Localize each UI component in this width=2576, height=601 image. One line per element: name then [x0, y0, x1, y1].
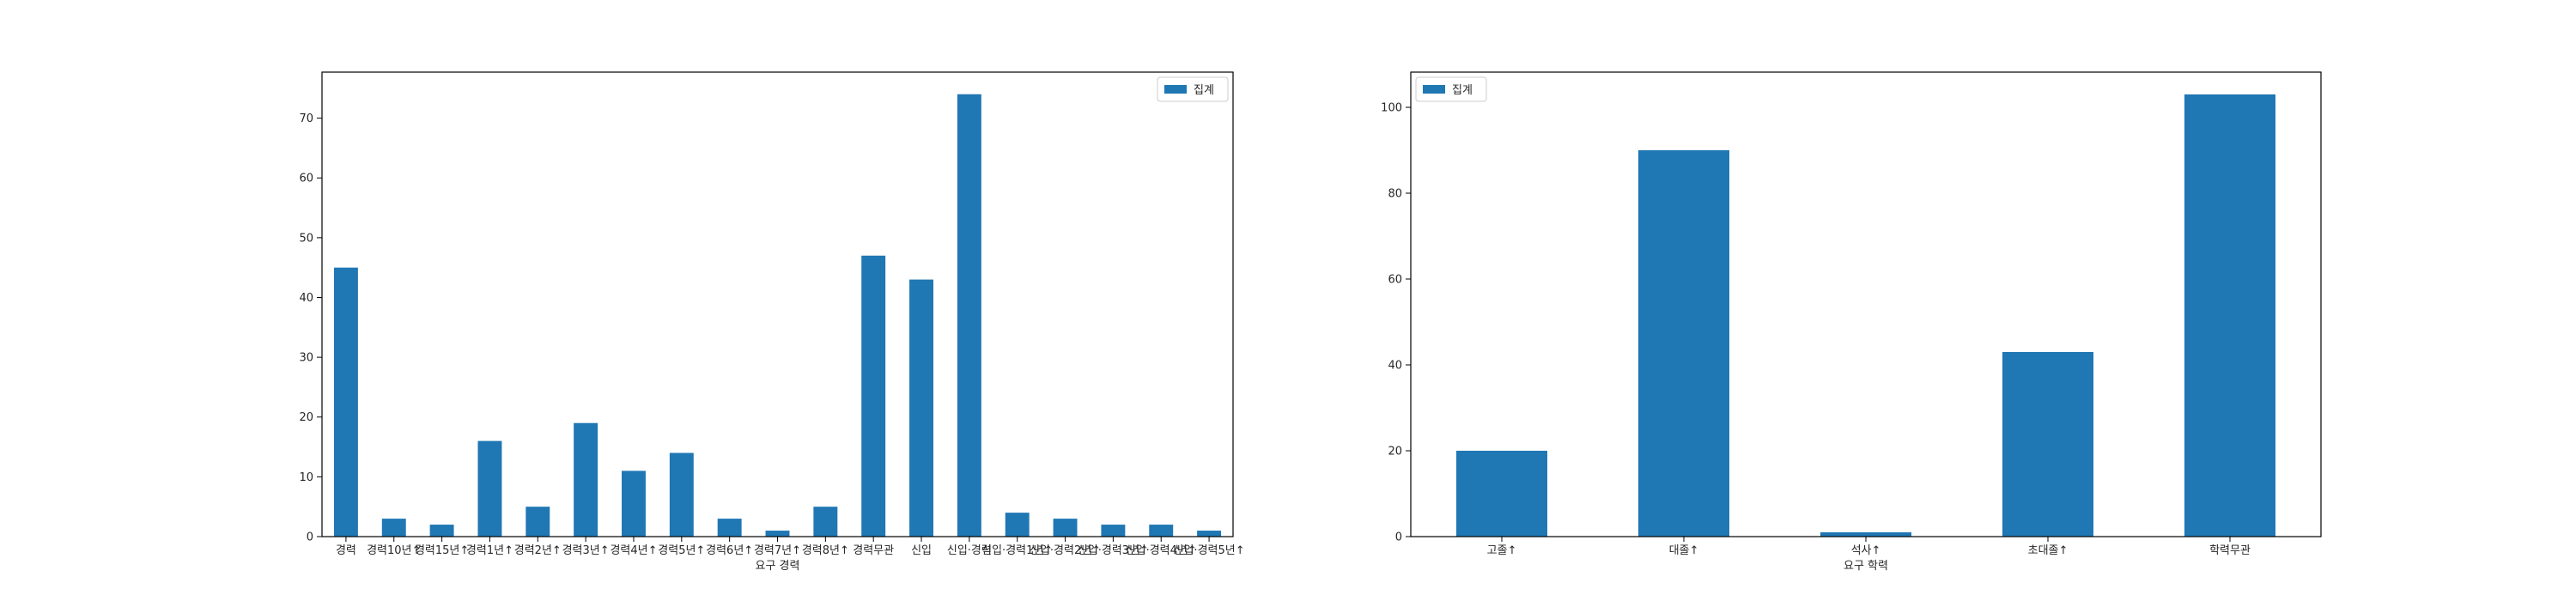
- bar: [333, 267, 358, 537]
- y-tick-label: 20: [299, 411, 313, 424]
- y-tick-label: 0: [1395, 531, 1402, 544]
- y-tick-label: 50: [299, 232, 313, 245]
- y-tick-label: 10: [299, 471, 313, 484]
- bar: [765, 531, 790, 537]
- x-tick-label: 경력4년↑: [610, 544, 657, 557]
- x-tick-label: 신입·경력: [947, 544, 992, 557]
- legend-swatch: [1164, 85, 1187, 94]
- x-axis-label: 요구 학력: [1844, 560, 1888, 573]
- x-axis-label: 요구 경력: [756, 560, 800, 573]
- legend-box: [1415, 76, 1487, 102]
- y-tick-label: 60: [1388, 274, 1402, 287]
- y-tick-label: 40: [1388, 360, 1402, 373]
- legend: 집계: [1157, 76, 1229, 102]
- legend-box: [1157, 76, 1229, 102]
- bar: [909, 279, 933, 537]
- bar: [1053, 519, 1078, 537]
- bar: [1005, 513, 1030, 537]
- y-tick-label: 80: [1388, 188, 1402, 201]
- x-tick-label: 경력3년↑: [562, 544, 610, 557]
- x-tick-label: 고졸↑: [1487, 544, 1517, 557]
- bar: [1101, 525, 1126, 537]
- bar: [477, 440, 502, 537]
- x-tick-label: 학력무관: [2209, 544, 2251, 557]
- legend-label: 집계: [1194, 84, 1214, 97]
- bar: [1149, 525, 1174, 537]
- bar: [1820, 532, 1911, 537]
- x-tick-label: 초대졸↑: [2028, 544, 2069, 557]
- x-tick-label: 신입·경력4년↑: [1126, 544, 1197, 557]
- y-tick-label: 70: [299, 112, 313, 125]
- bar: [1197, 531, 1222, 537]
- plot-frame: [321, 71, 1234, 537]
- x-tick-label: 경력: [336, 544, 356, 557]
- x-tick-label: 경력무관: [853, 544, 894, 557]
- y-tick-label: 30: [299, 352, 313, 365]
- x-tick-label: 경력5년↑: [658, 544, 705, 557]
- bar: [622, 470, 646, 537]
- bar: [1456, 451, 1547, 537]
- y-tick-label: 60: [299, 173, 313, 185]
- x-tick-label: 신입·경력2년↑: [1030, 544, 1101, 557]
- x-tick-label: 대졸↑: [1669, 544, 1699, 557]
- x-tick-label: 신입: [911, 544, 932, 557]
- y-tick-label: 100: [1381, 102, 1402, 115]
- bar: [381, 519, 406, 537]
- x-tick-label: 경력6년↑: [706, 544, 753, 557]
- bar: [717, 519, 742, 537]
- x-tick-label: 경력8년↑: [802, 544, 849, 557]
- bar: [1638, 150, 1729, 537]
- bar: [574, 422, 598, 537]
- bar: [429, 525, 454, 537]
- legend-label: 집계: [1452, 84, 1473, 97]
- x-tick-label: 신입·경력3년↑: [1078, 544, 1149, 557]
- bar: [2184, 94, 2275, 537]
- y-tick-label: 40: [299, 292, 313, 305]
- legend: 집계: [1415, 76, 1487, 102]
- x-tick-label: 경력10년↑: [367, 544, 421, 557]
- x-tick-label: 신입·경력5년↑: [1174, 544, 1245, 557]
- bar: [2002, 352, 2093, 537]
- bar: [669, 452, 694, 537]
- x-tick-label: 경력7년↑: [754, 544, 801, 557]
- y-tick-label: 20: [1388, 446, 1402, 458]
- bar: [526, 507, 550, 537]
- x-tick-label: 경력1년↑: [466, 544, 513, 557]
- bar: [813, 507, 838, 537]
- x-tick-label: 경력15년↑: [415, 544, 469, 557]
- bar: [957, 94, 981, 537]
- legend-swatch: [1423, 85, 1445, 94]
- x-tick-label: 경력2년↑: [514, 544, 562, 557]
- y-tick-label: 0: [307, 531, 313, 544]
- x-tick-label: 신입·경력1년↑: [981, 544, 1053, 557]
- bar: [861, 255, 886, 537]
- x-tick-label: 석사↑: [1851, 544, 1881, 557]
